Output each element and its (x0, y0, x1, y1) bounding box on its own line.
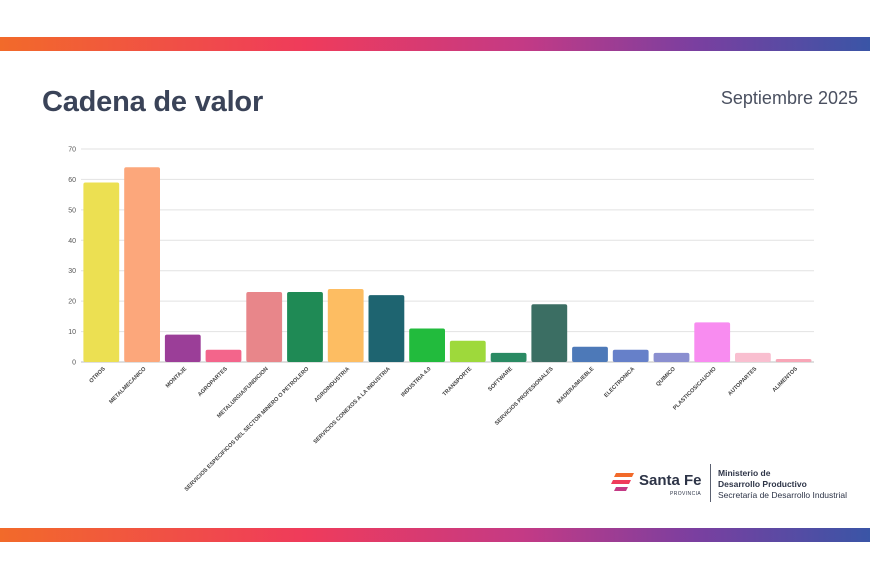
bar-madera-mueble (572, 346, 608, 362)
bar-metalmecanico (124, 167, 160, 362)
x-tick-label: MADERA/MUEBLE (556, 366, 596, 406)
x-tick-label: AGROPARTES (197, 366, 229, 398)
x-tick-label: SOFTWARE (487, 366, 514, 393)
x-tick-label: QUIMICO (655, 366, 677, 388)
bar-transporte (449, 340, 486, 362)
secretariat-line: Secretaría de Desarrollo Industrial (718, 490, 847, 500)
bar-montaje (164, 334, 201, 362)
x-tick-label: MONTAJE (165, 366, 188, 389)
bar-plasticos-caucho (694, 322, 731, 362)
bar-software (490, 352, 527, 362)
x-tick-label: SERVICIOS CONEXOS A LA INDUSTRIA (313, 366, 392, 445)
y-tick-label: 50 (68, 207, 76, 214)
x-tick-label: ELECTRONICA (603, 366, 636, 399)
brand-subtitle: PROVINCIA (670, 491, 702, 497)
bar-chart: 0 10 20 30 40 50 60 70 OTROS METALMECANICO MONTAJ… (68, 147, 814, 493)
y-tick-label: 60 (68, 177, 76, 184)
y-tick-label: 10 (68, 329, 76, 336)
chart-grid (81, 148, 814, 363)
report-date: Septiembre 2025 (720, 88, 858, 108)
bar-servicios-conexos-a-la-industria (368, 295, 405, 362)
page-title: Cadena de valor (42, 86, 264, 118)
bar-servicios-especificos-del-sector-minero-o-petrolero (287, 292, 323, 362)
x-tick-label: TRANSPORTE (442, 366, 474, 398)
ministry-text: Ministerio de Desarrollo Productivo Secr… (718, 468, 847, 501)
brand-name: Santa Fe (639, 472, 702, 489)
x-tick-label: INDUSTRIA 4.0 (400, 366, 432, 398)
y-tick-label: 70 (68, 147, 76, 154)
x-tick-label: OTROS (89, 366, 107, 384)
bottom-gradient-stripe (0, 528, 870, 542)
x-tick-label: METALMECANICO (108, 366, 148, 406)
santa-fe-logo-icon (611, 473, 634, 491)
y-tick-label: 30 (68, 268, 76, 275)
x-tick-label: AUTOPARTES (727, 366, 758, 397)
bar-servicios-profesionales (531, 304, 568, 362)
y-tick-label: 20 (68, 299, 76, 306)
y-tick-label: 40 (68, 238, 76, 245)
bar-industria-4-0 (409, 328, 445, 362)
bar-otros (83, 182, 120, 362)
logo-divider (710, 464, 711, 502)
x-tick-label: AGROINDUSTRIA (313, 366, 351, 404)
y-tick-label: 0 (72, 360, 76, 367)
bar-agroindustria (327, 289, 364, 362)
footer-logo: Santa Fe PROVINCIA Ministerio de Desarro… (610, 464, 860, 504)
ministry-line-2: Desarrollo Productivo (718, 479, 807, 489)
bar-alimentos (775, 359, 812, 362)
chart-bars (83, 167, 812, 362)
bar-metalurgia-fundicion (246, 292, 283, 362)
x-tick-label: ALIMENTOS (772, 366, 800, 394)
ministry-line-1: Ministerio de (718, 468, 771, 478)
x-tick-label: PLASTICOS/CAUCHO (672, 366, 718, 412)
bar-electronica (612, 349, 649, 362)
bar-autopartes (735, 352, 771, 362)
top-gradient-stripe (0, 37, 870, 51)
bar-quimico (653, 352, 690, 362)
bar-agropartes (205, 349, 242, 362)
y-axis-ticks: 0 10 20 30 40 50 60 70 (68, 147, 76, 367)
